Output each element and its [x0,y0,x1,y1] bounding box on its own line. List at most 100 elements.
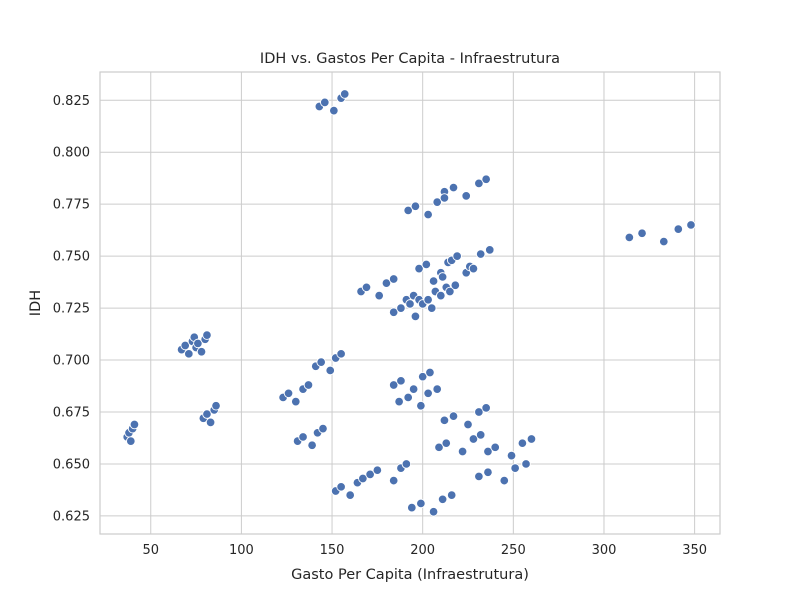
x-tick-label: 250 [501,543,526,558]
data-point [403,205,413,216]
data-point [448,182,459,193]
data-point [307,440,317,451]
data-point [686,220,696,230]
data-point [428,507,439,517]
data-point [396,303,406,313]
x-tick-label: 350 [682,543,707,558]
data-point [381,278,392,288]
data-point [474,407,484,417]
data-point [499,475,510,486]
data-point [423,209,433,220]
data-point [401,459,412,469]
data-point [439,193,450,203]
x-axis-label: Gasto Per Capita (Infraestrutura) [291,567,529,583]
data-point [202,330,212,340]
data-point [184,349,194,359]
data-point [468,263,479,274]
data-point [428,276,439,286]
data-point [432,197,442,207]
data-point [624,232,635,243]
data-point [637,228,647,239]
data-point [320,97,330,108]
data-point [283,388,294,399]
data-point [407,502,417,513]
data-point [361,282,372,293]
data-point [490,442,500,453]
y-tick-label: 0.725 [53,302,90,317]
data-point [450,280,461,290]
data-point [468,434,479,444]
data-point [481,403,491,413]
y-axis-label: IDH [28,290,44,316]
data-point [425,367,435,378]
data-point [303,380,314,390]
y-tick-label: 0.800 [53,146,90,161]
y-tick-label: 0.625 [53,509,90,524]
x-tick-label: 200 [410,543,435,558]
data-point [345,490,355,500]
data-point [673,224,684,234]
data-point [405,299,415,309]
x-axis-ticks: 50 100 150 200 250 300 350 [142,543,707,558]
data-point [517,438,528,448]
y-tick-label: 0.650 [53,457,90,472]
data-point [396,376,406,386]
data-point [318,423,328,434]
data-point [475,430,486,440]
data-point [441,438,452,448]
data-point [481,174,491,184]
y-tick-label: 0.775 [53,198,90,213]
data-point [416,498,426,509]
data-point [427,303,437,313]
data-point [461,191,471,201]
x-tick-label: 100 [229,543,254,558]
y-tick-label: 0.675 [53,406,90,421]
data-point [325,365,335,376]
data-point [336,482,346,492]
data-point [452,251,462,261]
data-point [485,245,495,255]
data-point [437,494,448,505]
data-point [475,249,486,259]
data-point [336,349,346,359]
data-point [126,436,136,446]
data-point [180,340,190,351]
data-point [445,286,455,297]
data-point [421,259,432,270]
data-point [659,236,669,247]
data-point [196,346,207,357]
data-point [446,490,457,500]
data-point [329,105,339,116]
y-tick-label: 0.700 [53,354,90,369]
data-point [403,392,413,403]
data-point [388,274,399,284]
data-point [506,450,517,461]
data-point [372,465,383,475]
data-point [526,434,537,444]
x-tick-label: 150 [320,543,345,558]
data-point [439,415,450,426]
data-point [521,459,531,469]
data-point [394,396,404,407]
data-point [457,446,468,457]
data-point [432,384,442,394]
y-axis-ticks: 0.625 0.650 0.675 0.700 0.725 0.750 0.775 0.800… [53,94,90,525]
data-point [410,311,421,322]
data-point [129,419,140,430]
data-point [463,419,473,430]
data-point [483,446,493,457]
data-points [122,89,696,517]
data-point [374,290,384,301]
data-point [298,432,308,442]
data-point [388,475,399,486]
x-tick-label: 300 [592,543,617,558]
data-point [291,396,301,407]
data-point [437,272,448,282]
data-point [205,417,216,428]
data-point [365,469,375,480]
data-point [474,471,484,482]
data-point [316,357,326,367]
data-point [436,290,446,301]
data-point [339,89,350,99]
